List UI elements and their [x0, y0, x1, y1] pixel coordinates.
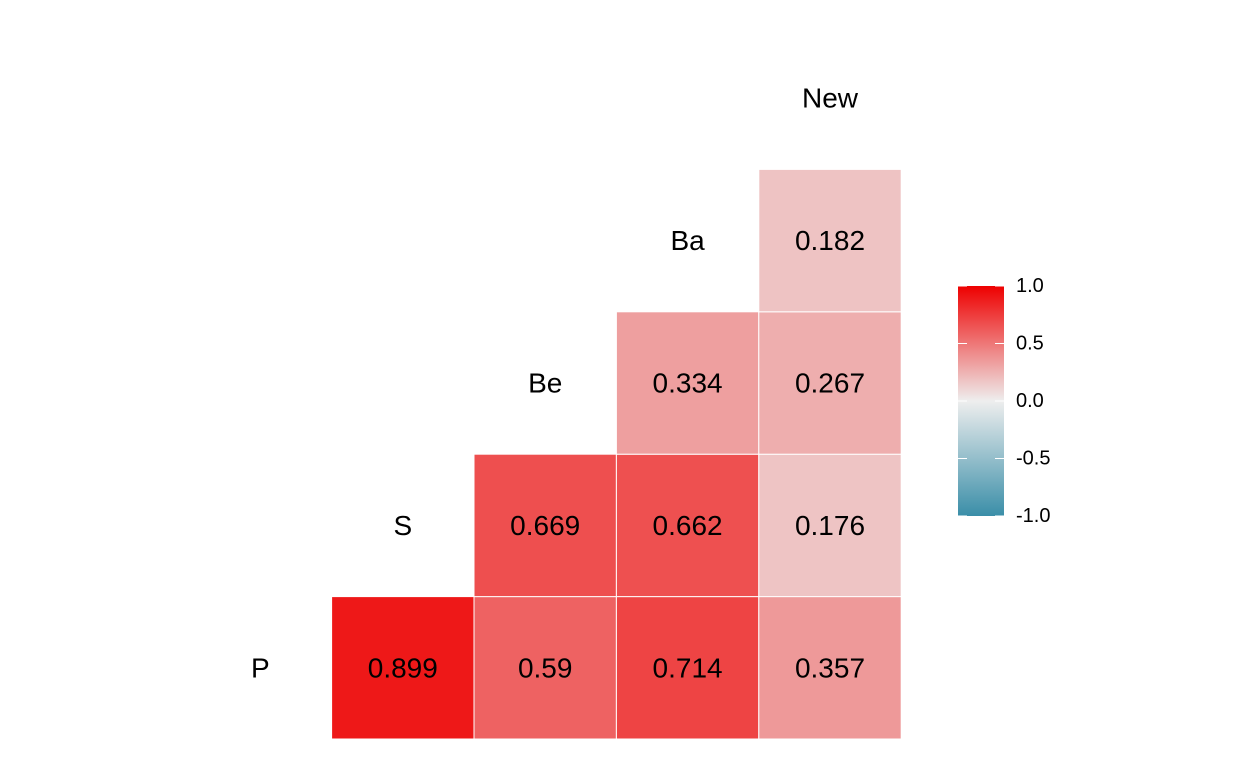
- cell-value-label: 0.662: [653, 510, 723, 541]
- heatmap-cell-Be-Ba: [615, 311, 760, 455]
- heatmap-cell-S-Be: [473, 453, 617, 598]
- heatmap-cell-Ba-New: [758, 168, 902, 313]
- heatmap-cell-Be-New: [758, 311, 902, 455]
- color-legend: 1.0 0.5 0.0 -0.5 -1.0: [958, 275, 1050, 527]
- heatmap-cell-S-Ba: [615, 453, 760, 598]
- heatmap-cell-P-S: [331, 596, 475, 740]
- variable-label-be: Be: [528, 368, 562, 399]
- legend-ticks: 1.0 0.5 0.0 -0.5 -1.0: [958, 275, 1050, 527]
- heatmap-cell-P-New: [758, 596, 902, 740]
- legend-tick-label: 1.0: [1016, 275, 1044, 297]
- legend-tick-label: 0.0: [1016, 390, 1044, 412]
- heatmap-cell-S-New: [758, 453, 902, 598]
- cell-value-label: 0.669: [510, 510, 580, 541]
- heatmap-cells: 0.899 0.59 0.714 0.357 0.669 0.662 0.176 0.334 0…: [331, 168, 902, 740]
- cell-value-label: 0.182: [795, 225, 865, 256]
- cell-value-label: 0.334: [653, 368, 723, 399]
- variable-label-p: P: [251, 652, 270, 683]
- legend-tick-label: -0.5: [1016, 448, 1050, 470]
- variable-label-new: New: [802, 83, 859, 114]
- legend-tick-label: -1.0: [1016, 505, 1050, 527]
- heatmap-cell-P-Be: [473, 596, 617, 740]
- cell-value-label: 0.59: [518, 652, 573, 683]
- variable-label-ba: Ba: [670, 225, 705, 256]
- cell-value-label: 0.899: [368, 652, 438, 683]
- variable-labels: P S Be Ba New: [251, 83, 859, 684]
- cell-value-label: 0.357: [795, 652, 865, 683]
- legend-tick-label: 0.5: [1016, 333, 1044, 355]
- variable-label-s: S: [393, 510, 412, 541]
- cell-value-label: 0.176: [795, 510, 865, 541]
- cell-value-label: 0.714: [653, 652, 723, 683]
- cell-value-label: 0.267: [795, 368, 865, 399]
